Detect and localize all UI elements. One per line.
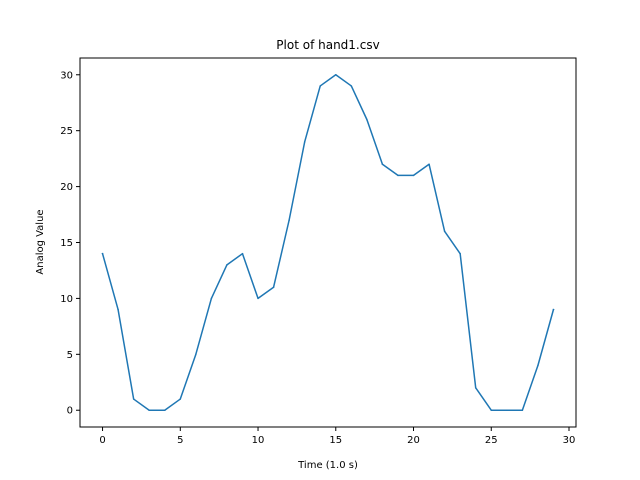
y-tick-label: 20	[60, 182, 73, 193]
data-point	[132, 398, 135, 400]
data-point	[350, 85, 353, 87]
data-point	[381, 163, 384, 165]
x-axis-label: Time (1.0 s)	[297, 460, 358, 471]
plot-area	[79, 57, 577, 428]
data-point	[552, 308, 555, 311]
y-tick-label: 30	[60, 70, 73, 81]
x-tick-label: 5	[177, 435, 183, 446]
data-point	[288, 219, 290, 221]
y-tick-label: 10	[60, 294, 73, 305]
y-tick-label: 0	[67, 406, 73, 417]
x-tick-label: 15	[329, 435, 342, 446]
data-point	[397, 174, 399, 177]
y-axis: 0 5 10 15 20 25 30	[60, 70, 80, 417]
y-tick-label: 15	[60, 238, 73, 249]
data-point	[428, 163, 430, 165]
chart-title: Plot of hand1.csv	[276, 38, 379, 52]
data-point	[412, 174, 415, 177]
data-point	[163, 409, 166, 411]
data-point	[537, 364, 539, 367]
x-axis: 0 5 10 15 20 25 30	[99, 427, 575, 446]
x-tick-label: 20	[407, 435, 420, 446]
data-point	[148, 409, 150, 411]
data-point	[443, 230, 446, 233]
data-point	[459, 252, 461, 255]
data-point	[319, 85, 321, 87]
data-point	[210, 297, 213, 300]
data-point	[474, 387, 477, 389]
x-tick-label: 0	[99, 435, 105, 446]
data-point	[195, 353, 197, 356]
data-point	[226, 264, 228, 266]
data-point	[303, 141, 306, 143]
x-tick-label: 25	[485, 435, 498, 446]
x-tick-label: 30	[563, 435, 576, 446]
data-point	[366, 118, 368, 121]
data-point	[521, 409, 524, 411]
data-point	[179, 398, 182, 400]
data-point	[257, 297, 259, 300]
y-tick-label: 25	[60, 126, 73, 137]
data-point	[335, 74, 337, 76]
data-point	[241, 252, 244, 255]
series-line	[101, 74, 555, 411]
data-point	[101, 252, 104, 255]
y-tick-label: 5	[67, 350, 73, 361]
data-point	[506, 409, 508, 411]
series-layer	[101, 74, 555, 411]
x-tick-label: 10	[252, 435, 265, 446]
data-point	[117, 308, 119, 311]
data-point	[272, 286, 275, 288]
data-point	[490, 409, 493, 411]
y-axis-label: Analog Value	[35, 209, 46, 274]
